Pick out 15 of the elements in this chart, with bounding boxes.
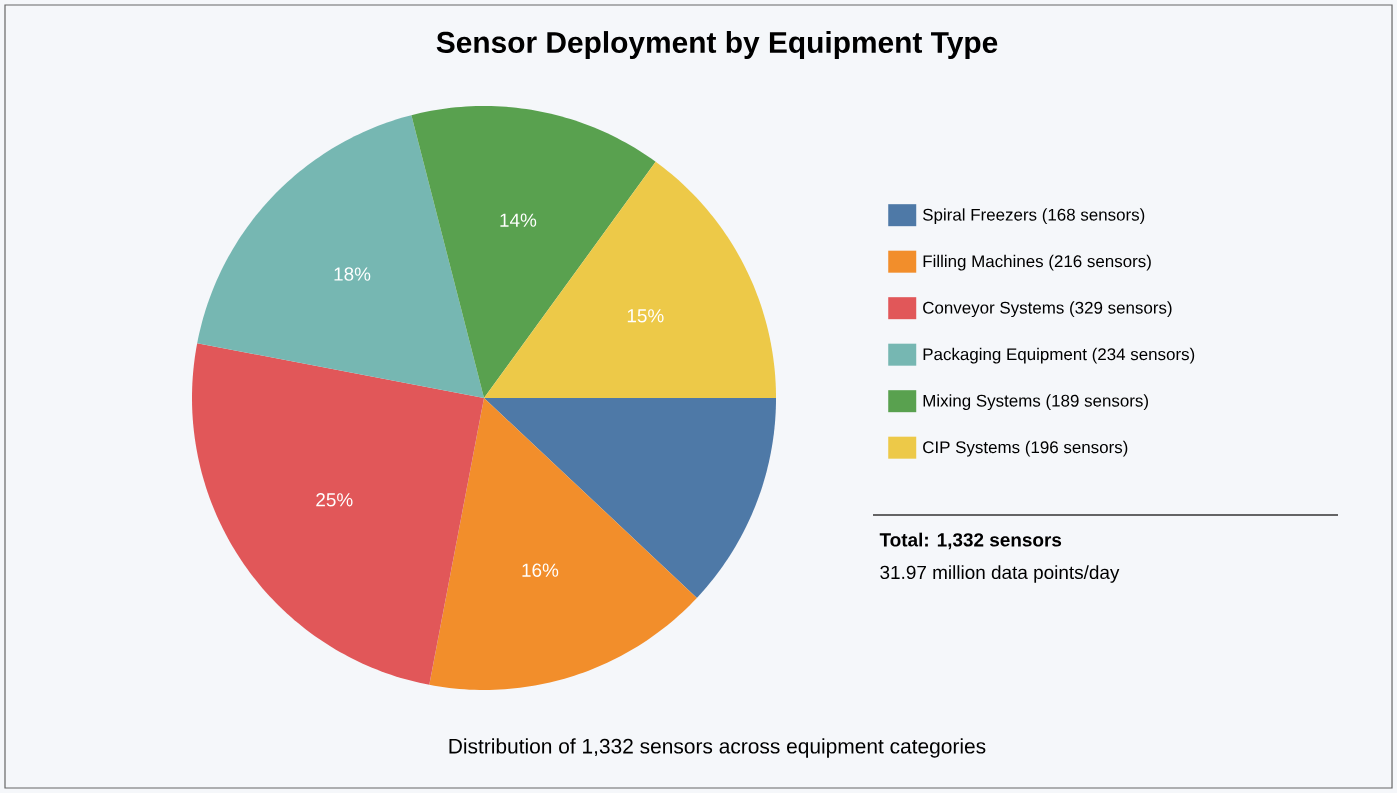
data-label: 16% [522, 563, 559, 577]
legend-label: Packaging Equipment (234 sensors) [923, 347, 1195, 364]
legend-label: Spiral Freezers (168 sensors) [923, 208, 1145, 225]
text: 31.97 million data points/day [880, 565, 1120, 583]
legend-label: CIP Systems (196 sensors) [923, 440, 1128, 457]
legend-label: Conveyor Systems (329 sensors) [923, 301, 1172, 318]
data-label: 25% [316, 493, 353, 507]
data-label: 14% [500, 213, 537, 227]
legend-label: Mixing Systems (189 sensors) [923, 394, 1148, 411]
data-label: 18% [334, 267, 371, 281]
text: Total: 1,332 sensors [879, 532, 1062, 550]
data-label: 15% [627, 309, 664, 323]
legend-label: Filling Machines (216 sensors) [923, 254, 1151, 271]
chart-title: Sensor Deployment by Equipment Type [436, 31, 998, 59]
text: Distribution of 1,332 sensors across equipment categories [449, 738, 986, 758]
